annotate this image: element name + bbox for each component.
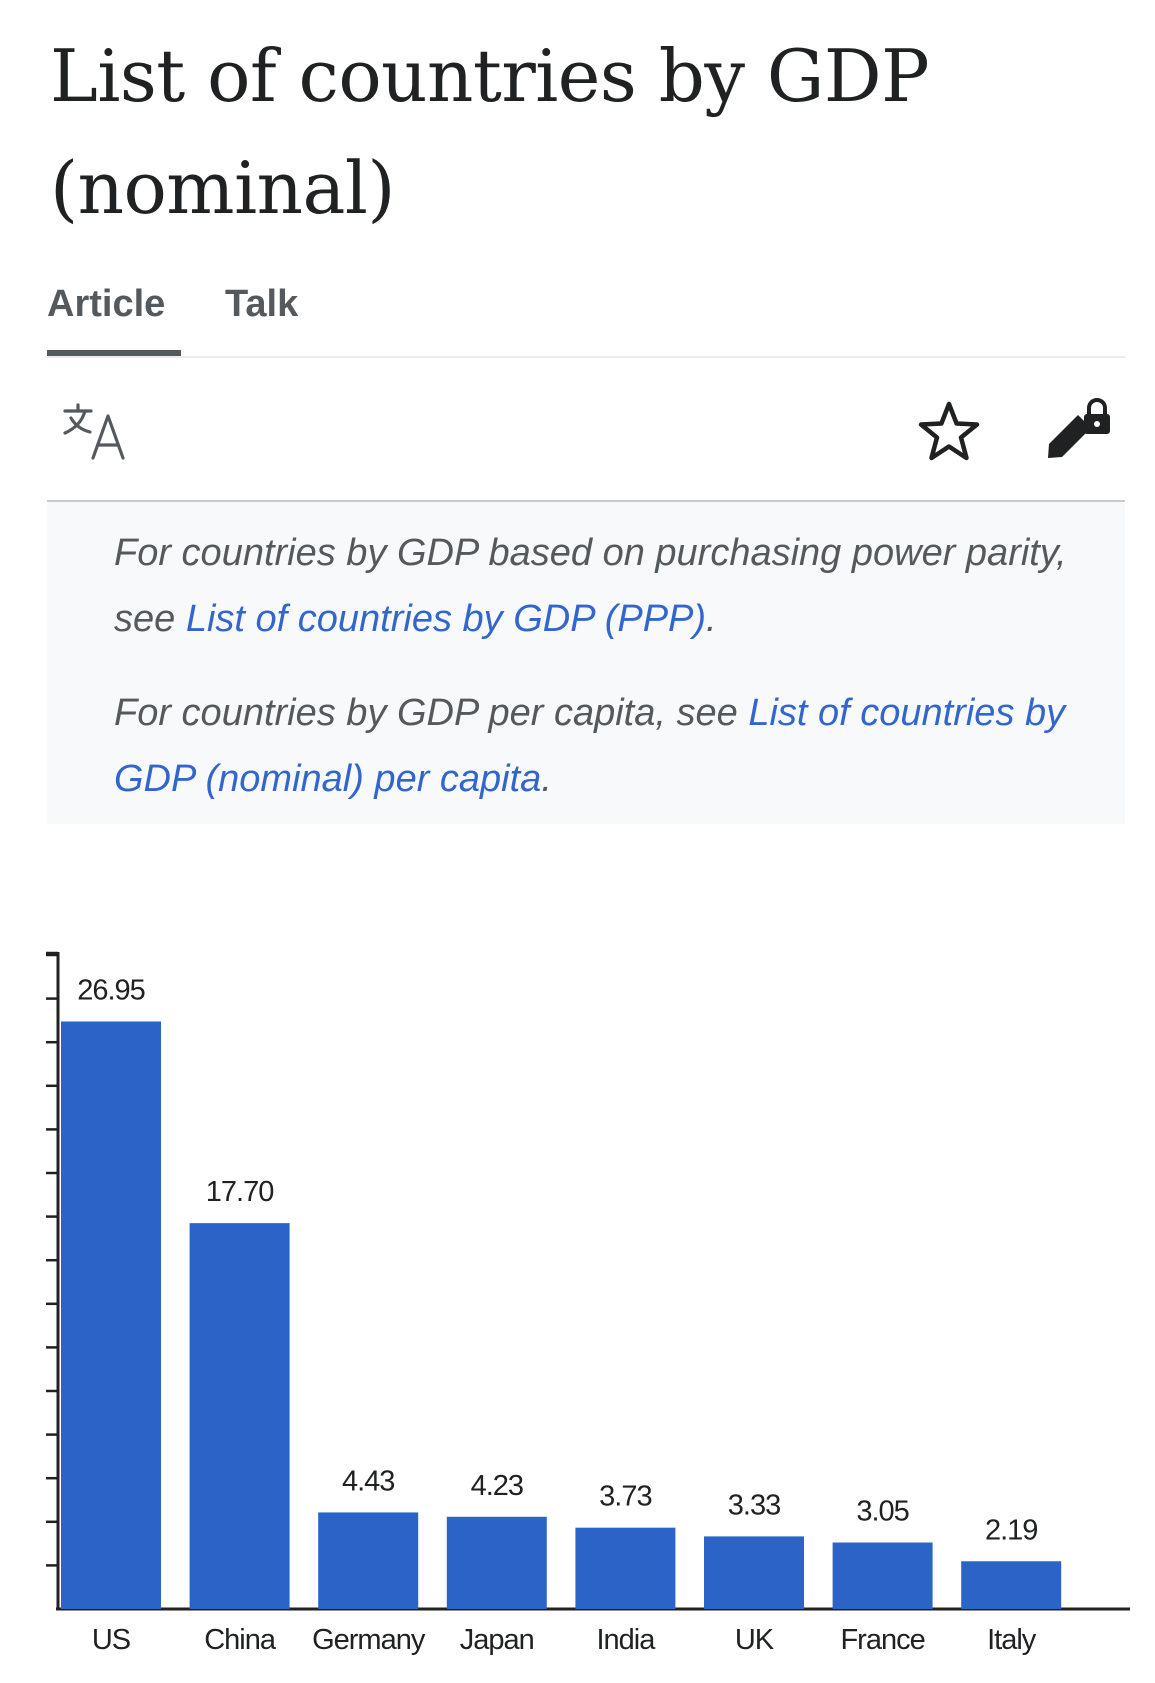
category-label: China <box>204 1624 277 1656</box>
language-icon[interactable] <box>61 402 131 462</box>
category-label: UK <box>735 1624 775 1656</box>
page-title: List of countries by GDP (nominal) <box>50 34 930 230</box>
chart-svg: 26.95 US 17.70 China 4.43 Germany 4.23 Japan 3.7… <box>46 951 1130 1656</box>
hatnote-ppp-period: . <box>706 598 717 640</box>
gdp-bar-chart: 26.95 US 17.70 China 4.43 Germany 4.23 Japan 3.7… <box>40 900 1130 1670</box>
value-label: 3.05 <box>856 1496 908 1528</box>
value-label: 17.70 <box>206 1176 274 1208</box>
edit-lock-icon[interactable] <box>1044 398 1110 464</box>
value-label: 26.95 <box>77 974 145 1006</box>
tab-article[interactable]: Article <box>47 272 181 356</box>
tab-talk[interactable]: Talk <box>225 283 299 325</box>
value-label: 4.43 <box>342 1465 394 1497</box>
hatnote-per-capita-text: For countries by GDP per capita, see <box>114 692 749 734</box>
bar-uk <box>704 1536 804 1609</box>
bar-japan <box>446 1516 547 1609</box>
link-gdp-per-capita[interactable]: List of countries by GDP (nominal) per c… <box>114 692 1066 800</box>
namespace-tabs: Article Talk <box>47 272 1125 358</box>
link-gdp-ppp[interactable]: List of countries by GDP (PPP) <box>185 598 707 640</box>
bar-india <box>575 1527 676 1609</box>
bar-germany <box>318 1512 419 1609</box>
hatnote-ppp: For countries by GDP based on purchasing… <box>114 520 1074 652</box>
hatnote: For countries by GDP based on purchasing… <box>47 502 1125 824</box>
value-label: 3.73 <box>599 1481 651 1513</box>
bar-france <box>832 1542 933 1609</box>
category-label: Japan <box>460 1624 534 1656</box>
page-actions-toolbar <box>47 358 1125 502</box>
category-label: US <box>92 1624 131 1656</box>
value-label: 3.33 <box>728 1489 780 1521</box>
category-label: Italy <box>987 1624 1037 1656</box>
bar-china <box>189 1223 290 1609</box>
category-label: Germany <box>312 1624 426 1656</box>
value-label: 2.19 <box>985 1514 1037 1546</box>
bar-italy <box>961 1561 1062 1609</box>
star-icon[interactable] <box>917 400 981 462</box>
hatnote-ppp-text: For countries by GDP based on purchasing… <box>114 532 1067 640</box>
hatnote-per-capita: For countries by GDP per capita, see Lis… <box>114 680 1074 812</box>
bar-us <box>61 1021 161 1609</box>
category-label: France <box>840 1624 924 1656</box>
hatnote-per-capita-period: . <box>541 758 552 800</box>
category-label: India <box>596 1624 656 1656</box>
value-label: 4.23 <box>471 1470 523 1502</box>
